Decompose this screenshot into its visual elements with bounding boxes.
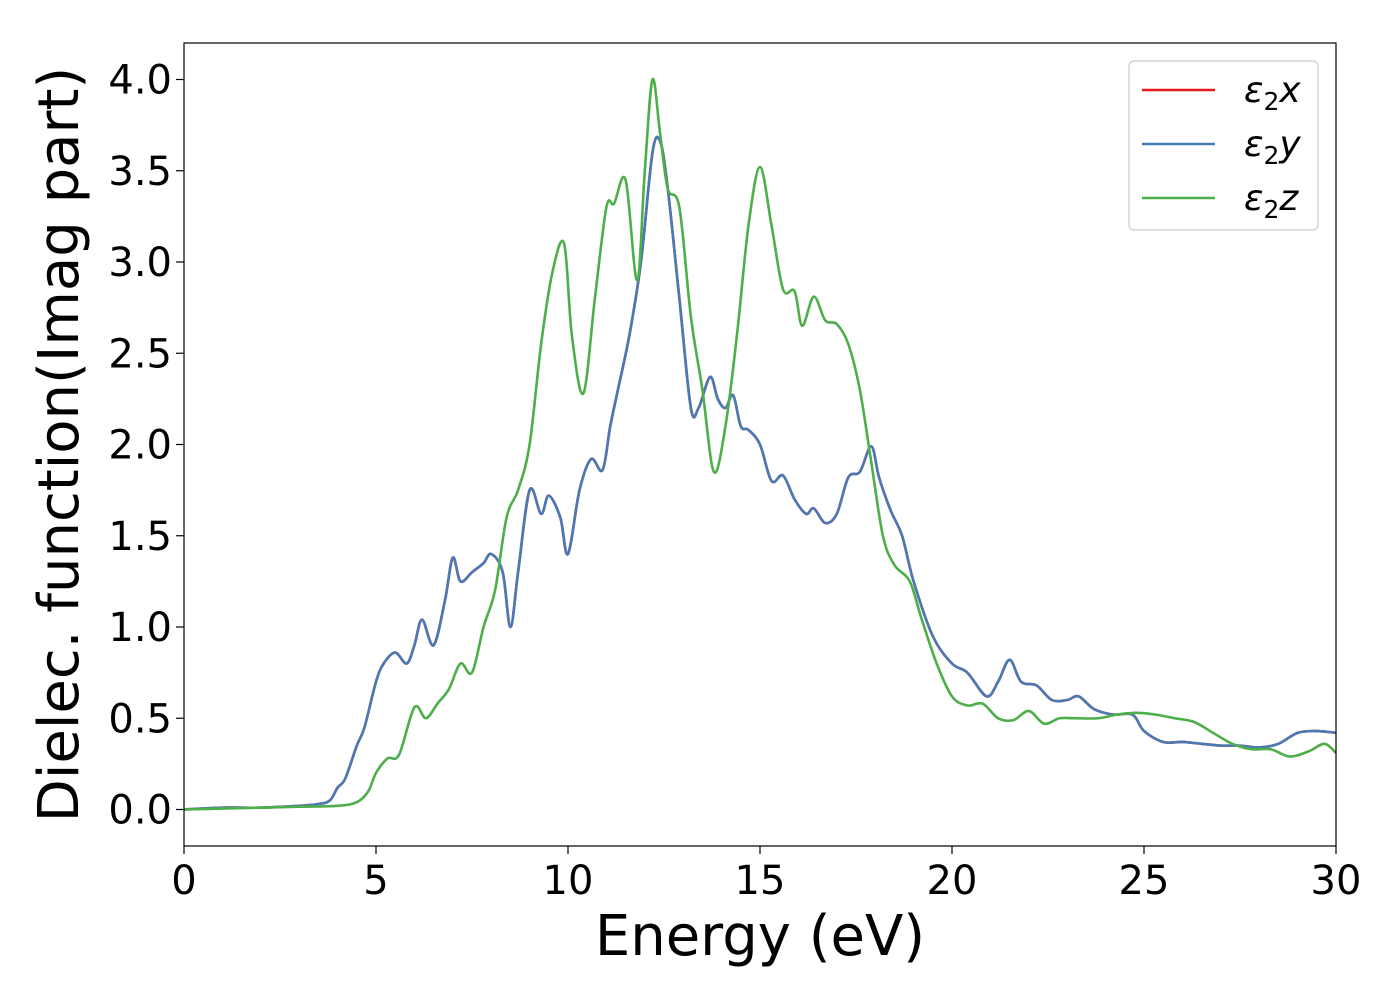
y-tick-label: 1.0 — [108, 605, 172, 651]
y-tick-label: 4.0 — [108, 58, 172, 104]
y-axis-ticks: 0.0 0.5 1.0 1.5 2.0 2.5 3.0 3.5 4.0 — [108, 58, 184, 834]
y-tick-label: 3.5 — [108, 149, 172, 195]
y-tick-label: 0.0 — [108, 788, 172, 834]
y-tick-label: 3.0 — [108, 240, 172, 286]
legend-box — [1128, 60, 1319, 231]
legend-label-y: ε2y — [1244, 124, 1301, 170]
x-tick-label: 15 — [735, 858, 786, 904]
y-tick-label: 2.0 — [108, 423, 172, 469]
legend-label-z: ε2z — [1244, 178, 1299, 224]
x-tick-label: 20 — [927, 858, 978, 904]
legend-label-x: ε2x — [1244, 70, 1301, 116]
series-layer — [184, 77, 1336, 811]
x-tick-label: 5 — [363, 858, 388, 904]
y-tick-label: 2.5 — [108, 331, 172, 377]
x-tick-label: 0 — [171, 858, 196, 904]
x-axis-label: Energy (eV) — [595, 904, 925, 969]
x-tick-label: 30 — [1311, 858, 1362, 904]
y-axis-label: Dielec. function(Imag part) — [27, 67, 92, 823]
y-tick-label: 1.5 — [108, 514, 172, 560]
x-axis-ticks: 0 5 10 15 20 25 30 — [171, 846, 1361, 904]
x-tick-label: 25 — [1119, 858, 1170, 904]
legend: ε2x ε2y ε2z — [1128, 60, 1319, 231]
series-line-y — [184, 135, 1336, 811]
y-tick-label: 0.5 — [108, 696, 172, 742]
series-line-z — [184, 77, 1336, 811]
x-tick-label: 10 — [543, 858, 594, 904]
